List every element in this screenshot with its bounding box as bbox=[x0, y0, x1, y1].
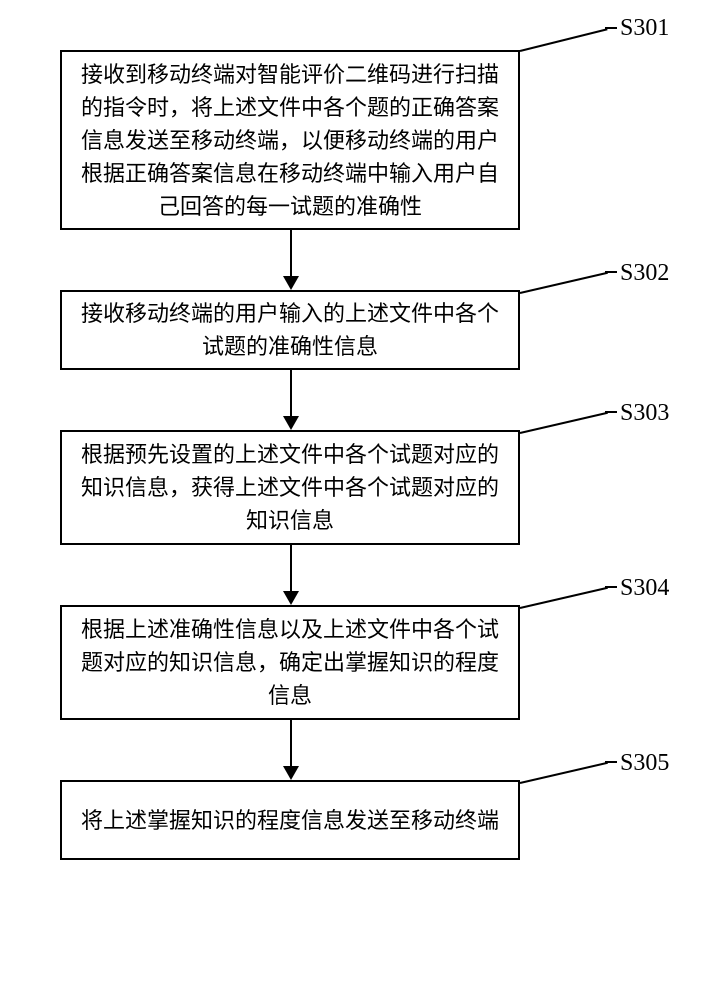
leader-s304 bbox=[520, 587, 608, 609]
arrowhead bbox=[283, 276, 299, 290]
leader-s305 bbox=[520, 762, 608, 784]
leader-h-s301 bbox=[605, 27, 617, 29]
flowchart-container: 接收到移动终端对智能评价二维码进行扫描的指令时，将上述文件中各个题的正确答案信息… bbox=[0, 0, 725, 1000]
flow-node-s305: 将上述掌握知识的程度信息发送至移动终端 bbox=[60, 780, 520, 860]
node-text: 接收到移动终端对智能评价二维码进行扫描的指令时，将上述文件中各个题的正确答案信息… bbox=[76, 58, 504, 223]
leader-h-s304 bbox=[605, 586, 617, 588]
step-label-s304: S304 bbox=[620, 575, 669, 602]
node-text: 将上述掌握知识的程度信息发送至移动终端 bbox=[81, 804, 499, 837]
leader-s302 bbox=[520, 272, 608, 294]
arrowhead bbox=[283, 766, 299, 780]
node-text: 接收移动终端的用户输入的上述文件中各个试题的准确性信息 bbox=[76, 297, 504, 363]
step-label-s305: S305 bbox=[620, 750, 669, 777]
node-text: 根据预先设置的上述文件中各个试题对应的知识信息，获得上述文件中各个试题对应的知识… bbox=[76, 438, 504, 537]
leader-s303 bbox=[520, 412, 608, 434]
flow-node-s302: 接收移动终端的用户输入的上述文件中各个试题的准确性信息 bbox=[60, 290, 520, 370]
flow-node-s303: 根据预先设置的上述文件中各个试题对应的知识信息，获得上述文件中各个试题对应的知识… bbox=[60, 430, 520, 545]
edge-s303-s304 bbox=[290, 545, 292, 591]
step-label-s301: S301 bbox=[620, 15, 669, 42]
flow-node-s301: 接收到移动终端对智能评价二维码进行扫描的指令时，将上述文件中各个题的正确答案信息… bbox=[60, 50, 520, 230]
edge-s301-s302 bbox=[290, 230, 292, 276]
step-label-s303: S303 bbox=[620, 400, 669, 427]
leader-h-s303 bbox=[605, 411, 617, 413]
leader-h-s305 bbox=[605, 761, 617, 763]
edge-s302-s303 bbox=[290, 370, 292, 416]
node-text: 根据上述准确性信息以及上述文件中各个试题对应的知识信息，确定出掌握知识的程度信息 bbox=[76, 613, 504, 712]
step-label-s302: S302 bbox=[620, 260, 669, 287]
arrowhead bbox=[283, 416, 299, 430]
leader-s301 bbox=[520, 28, 608, 52]
arrowhead bbox=[283, 591, 299, 605]
leader-h-s302 bbox=[605, 271, 617, 273]
flow-node-s304: 根据上述准确性信息以及上述文件中各个试题对应的知识信息，确定出掌握知识的程度信息 bbox=[60, 605, 520, 720]
edge-s304-s305 bbox=[290, 720, 292, 766]
